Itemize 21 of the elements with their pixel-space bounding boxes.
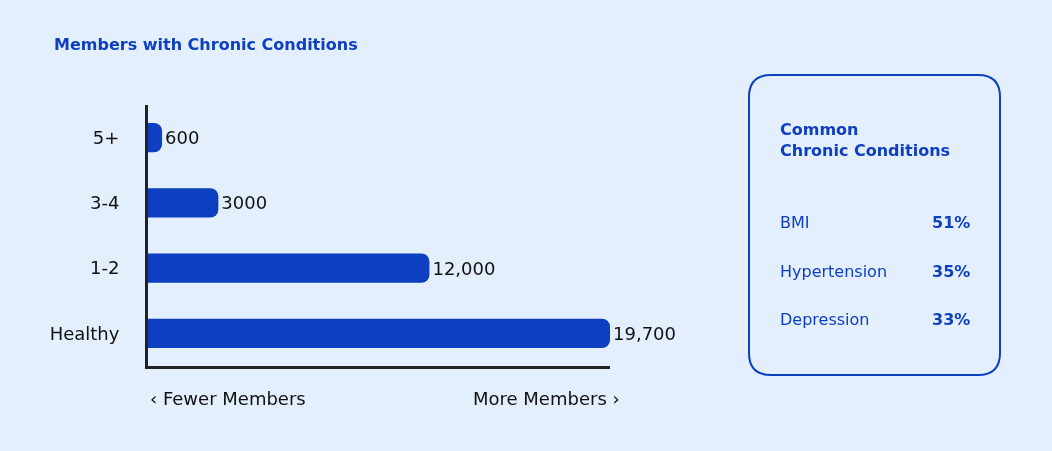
data-label: 19,700 — [613, 322, 676, 344]
y-tick-label: 1-2 — [89, 257, 120, 279]
text: BMI — [780, 213, 810, 232]
data-label: 3000 — [221, 192, 268, 214]
data-label: 12,000 — [432, 257, 496, 279]
bar — [148, 318, 610, 349]
text: 33% — [932, 310, 971, 329]
data-label: 600 — [165, 127, 200, 149]
chart-title: Members with Chronic Conditions — [54, 35, 358, 54]
bar — [148, 253, 430, 283]
text: 51% — [932, 213, 971, 232]
text: Depression — [780, 310, 870, 329]
text: 35% — [932, 262, 971, 281]
text: Hypertension — [780, 262, 888, 281]
y-tick-label: Healthy — [49, 322, 120, 344]
y-tick-label: 3-4 — [89, 192, 120, 214]
text: More Members › — [473, 388, 620, 409]
text: ‹ Fewer Members — [150, 388, 306, 409]
y-tick-label: 5+ — [92, 126, 120, 148]
text: Common Chronic Conditions — [780, 120, 951, 160]
bar — [148, 188, 219, 218]
